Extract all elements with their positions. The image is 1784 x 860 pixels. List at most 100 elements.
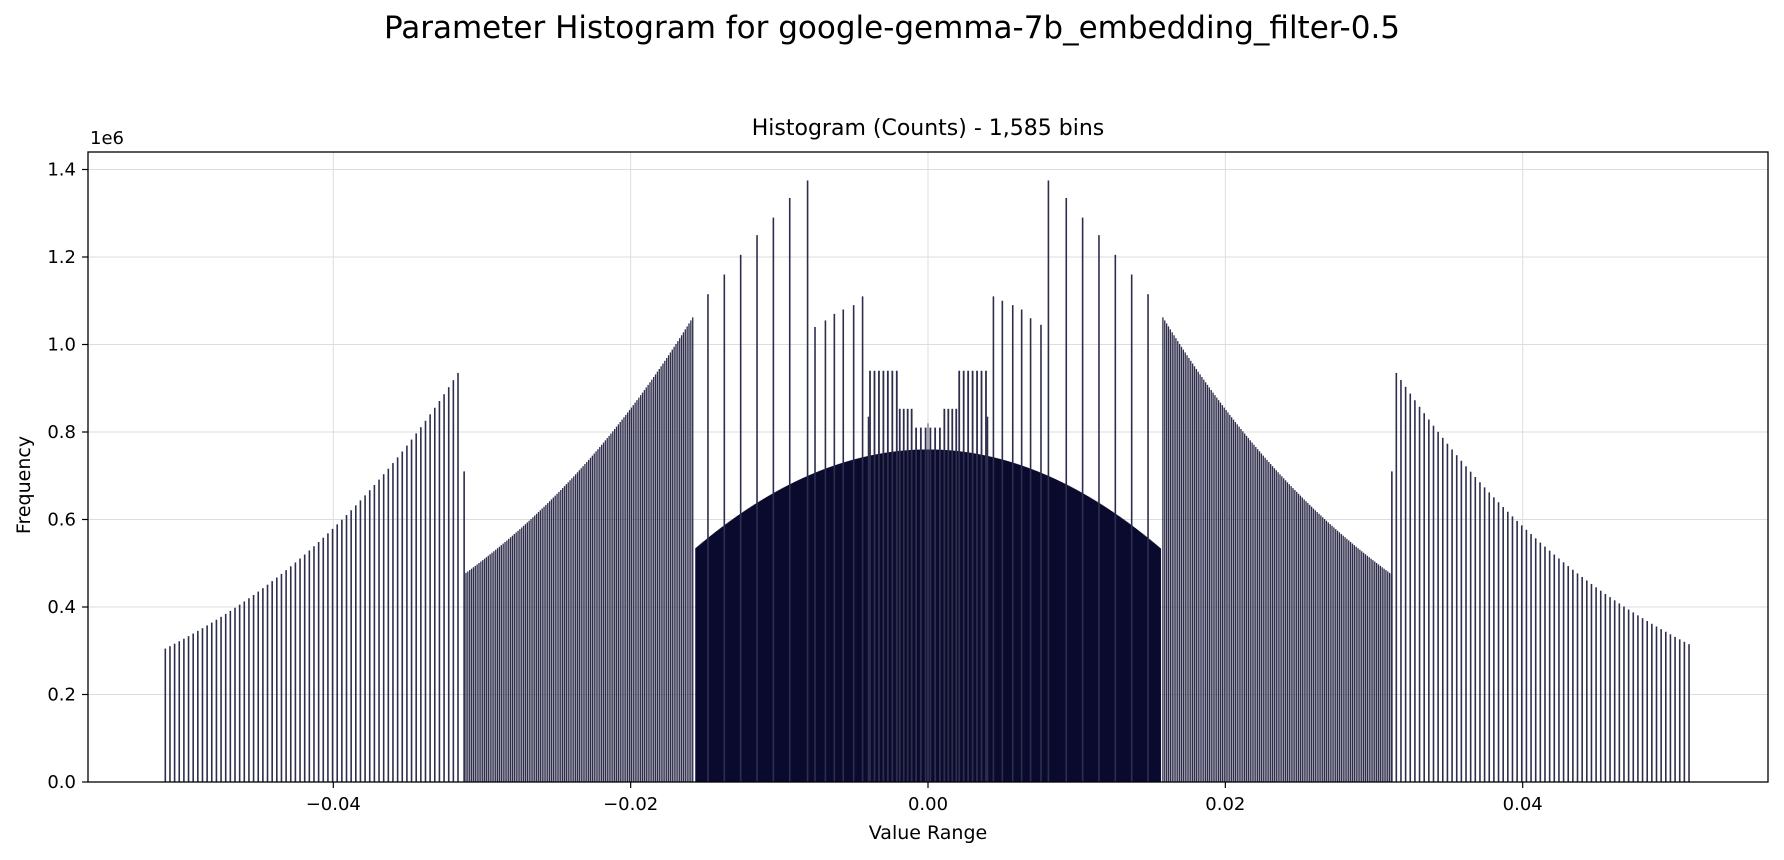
histogram-bar: [502, 543, 504, 782]
histogram-bar: [1323, 519, 1326, 782]
histogram-bar: [1361, 551, 1363, 782]
histogram-bar: [1073, 488, 1075, 782]
histogram-bar: [1100, 504, 1102, 782]
histogram-bar: [1567, 566, 1570, 782]
histogram-bar: [1488, 492, 1491, 782]
histogram-bar: [359, 500, 362, 782]
histogram-bar: [587, 459, 590, 782]
histogram-bar: [1483, 487, 1486, 782]
histogram-bar: [840, 463, 843, 782]
histogram-bar: [651, 379, 653, 782]
histogram-bar: [832, 465, 835, 782]
histogram-bar: [1333, 527, 1335, 782]
histogram-bar: [1071, 487, 1074, 782]
histogram-spike-bar: [739, 254, 742, 782]
histogram-bar: [1632, 612, 1635, 782]
histogram-bar: [526, 522, 528, 782]
histogram-bar: [799, 479, 801, 782]
histogram-bar: [420, 427, 422, 782]
histogram-bar: [873, 370, 876, 782]
histogram-bar: [1006, 460, 1009, 782]
histogram-bar: [978, 454, 980, 782]
histogram-bar: [569, 480, 571, 782]
histogram-bar: [950, 450, 952, 782]
x-tick-label: 0.00: [908, 794, 948, 815]
histogram-bar: [1041, 473, 1044, 782]
histogram-bar: [1292, 488, 1294, 782]
histogram-bar: [732, 518, 735, 782]
histogram-bar: [854, 459, 857, 782]
histogram-bar: [1251, 442, 1253, 782]
y-tick-label: 1.0: [47, 335, 76, 356]
histogram-bar: [424, 420, 427, 782]
histogram-bar: [1106, 508, 1108, 782]
histogram-bar: [897, 451, 899, 782]
histogram-bar: [524, 524, 527, 782]
histogram-bar: [289, 566, 292, 782]
histogram-bar: [763, 498, 766, 782]
histogram-bar: [1066, 485, 1069, 782]
y-offset-label: 1e6: [90, 128, 124, 149]
histogram-bar: [1034, 470, 1037, 782]
histogram-bar: [1083, 494, 1086, 782]
histogram-bar: [1079, 491, 1081, 782]
histogram-bar: [1206, 384, 1209, 782]
histogram-bar: [673, 346, 675, 782]
histogram-bar: [764, 497, 767, 782]
histogram-bar: [1236, 424, 1238, 782]
histogram-bar: [1107, 508, 1110, 782]
histogram-bar: [1027, 467, 1029, 782]
histogram-bar: [1370, 558, 1372, 782]
histogram-bar: [378, 479, 380, 782]
histogram-bar: [680, 335, 683, 782]
histogram-bar: [604, 440, 607, 782]
histogram-spike-bar: [861, 296, 864, 782]
histogram-spike-bar: [1029, 318, 1032, 782]
histogram-bar: [1275, 470, 1277, 782]
histogram-bar: [1664, 631, 1667, 782]
histogram-bar: [1465, 466, 1467, 782]
histogram-bar: [1136, 529, 1139, 782]
histogram-bar: [1049, 476, 1051, 782]
histogram-bar: [1539, 542, 1542, 782]
histogram-bar: [916, 449, 919, 782]
histogram-bar: [1038, 472, 1041, 782]
histogram-bar: [1092, 499, 1095, 782]
histogram-bar: [880, 453, 883, 782]
histogram-bar: [789, 483, 792, 782]
histogram-bar: [761, 499, 764, 782]
histogram-bar: [513, 534, 515, 782]
histogram-bar: [946, 450, 948, 782]
histogram-bar: [919, 427, 922, 782]
histogram-bar: [703, 541, 706, 782]
histogram-bar: [1116, 515, 1119, 782]
histogram-bar: [894, 451, 896, 782]
histogram-bar: [779, 489, 782, 782]
histogram-spike-bar: [463, 471, 465, 783]
histogram-bar: [797, 480, 799, 782]
histogram-bar: [543, 506, 545, 782]
histogram-bar: [1125, 521, 1127, 782]
histogram-bar: [1180, 346, 1183, 782]
histogram-bar: [787, 485, 790, 782]
histogram-bar: [1320, 515, 1322, 782]
histogram-bar: [1214, 395, 1216, 782]
histogram-bar: [1221, 405, 1224, 782]
histogram-bar: [438, 401, 441, 782]
histogram-bar: [998, 458, 1000, 782]
figure-suptitle: Parameter Histogram for google-gemma-7b_…: [383, 10, 1401, 46]
histogram-bar: [975, 453, 977, 782]
histogram-bar: [482, 560, 484, 782]
histogram-bar: [597, 449, 599, 782]
histogram-bar: [1137, 530, 1140, 782]
histogram-bar: [1244, 433, 1246, 782]
histogram-bar: [891, 370, 894, 782]
histogram-bar: [1572, 569, 1574, 782]
histogram-bar: [617, 424, 620, 782]
histogram-bar: [229, 610, 232, 782]
y-tick-label: 1.4: [47, 160, 76, 181]
histogram-bar: [749, 507, 752, 782]
histogram-bar: [928, 449, 931, 782]
histogram-bar: [509, 537, 512, 782]
histogram-bar: [864, 456, 867, 782]
